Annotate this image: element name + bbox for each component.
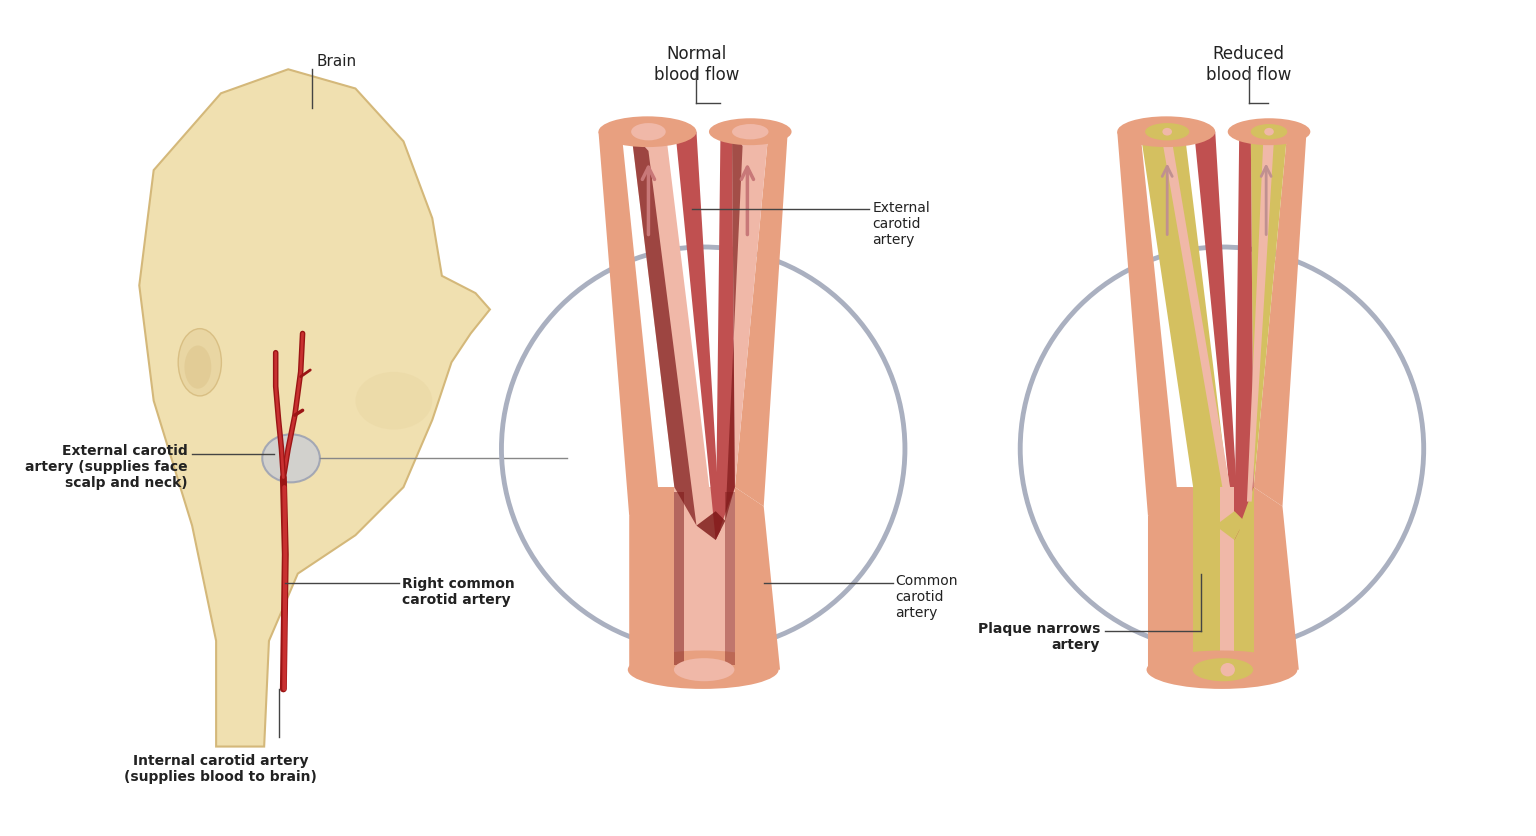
Ellipse shape [1146, 123, 1189, 140]
Polygon shape [725, 132, 742, 521]
Polygon shape [674, 487, 734, 670]
Ellipse shape [1250, 124, 1287, 140]
Ellipse shape [1117, 116, 1215, 147]
Polygon shape [733, 132, 768, 487]
Text: Reduced
blood flow: Reduced blood flow [1206, 45, 1292, 84]
Ellipse shape [355, 372, 432, 430]
Polygon shape [716, 132, 734, 540]
Ellipse shape [1227, 118, 1310, 145]
Ellipse shape [733, 124, 768, 140]
Polygon shape [1253, 132, 1307, 507]
Ellipse shape [1221, 663, 1235, 676]
Ellipse shape [1163, 128, 1172, 135]
Polygon shape [1215, 511, 1244, 540]
Polygon shape [1235, 132, 1253, 540]
Ellipse shape [1264, 128, 1273, 135]
Polygon shape [674, 492, 684, 665]
Polygon shape [734, 132, 788, 507]
Ellipse shape [1192, 658, 1253, 681]
Polygon shape [630, 487, 674, 670]
Polygon shape [1117, 132, 1193, 516]
Polygon shape [696, 511, 725, 540]
Polygon shape [140, 69, 490, 747]
Polygon shape [734, 487, 780, 670]
Polygon shape [1163, 141, 1232, 502]
Polygon shape [631, 132, 716, 540]
Ellipse shape [710, 118, 791, 145]
Polygon shape [725, 492, 734, 665]
Polygon shape [1220, 487, 1235, 670]
Polygon shape [1140, 132, 1235, 540]
Text: Plaque narrows
artery: Plaque narrows artery [977, 622, 1100, 652]
Text: Common
carotid
artery: Common carotid artery [895, 573, 958, 620]
Polygon shape [676, 132, 720, 540]
Polygon shape [1247, 141, 1273, 502]
Ellipse shape [263, 435, 319, 482]
Ellipse shape [178, 329, 221, 396]
Polygon shape [631, 132, 696, 526]
Text: Internal carotid artery
(supplies blood to brain): Internal carotid artery (supplies blood … [124, 754, 318, 784]
Polygon shape [1147, 487, 1193, 670]
Polygon shape [1253, 487, 1299, 670]
Polygon shape [599, 132, 674, 516]
Ellipse shape [631, 123, 665, 140]
Text: Normal
blood flow: Normal blood flow [654, 45, 739, 84]
Polygon shape [1193, 487, 1253, 670]
Ellipse shape [599, 116, 696, 147]
Text: External carotid
artery (supplies face
scalp and neck): External carotid artery (supplies face s… [25, 444, 187, 491]
Text: Brain: Brain [316, 54, 358, 69]
Ellipse shape [1146, 650, 1298, 689]
Ellipse shape [674, 658, 734, 681]
Text: External
carotid
artery: External carotid artery [872, 201, 929, 247]
Ellipse shape [628, 650, 779, 689]
Polygon shape [1250, 132, 1287, 487]
Text: Right common
carotid artery: Right common carotid artery [401, 577, 515, 607]
Ellipse shape [184, 345, 212, 389]
Polygon shape [1193, 132, 1240, 540]
